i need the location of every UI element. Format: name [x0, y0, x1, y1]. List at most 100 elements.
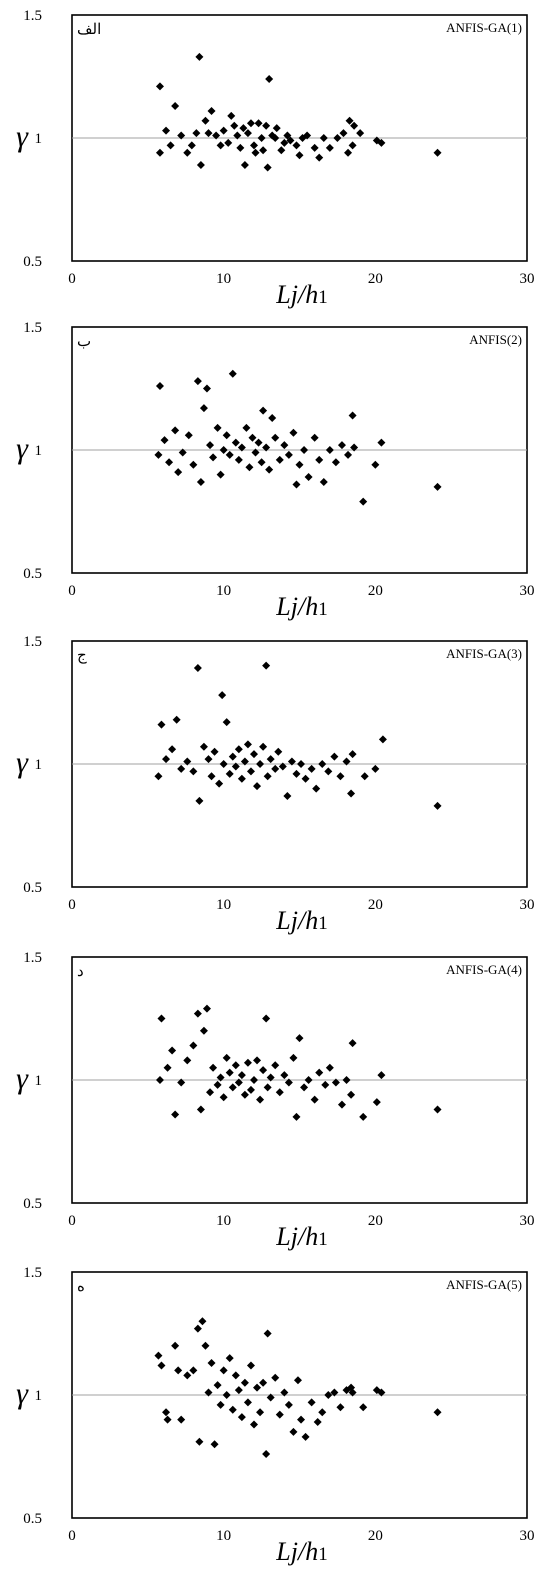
data-point [289, 1427, 298, 1436]
data-point [240, 161, 249, 170]
data-point [155, 148, 164, 157]
x-tick-label: 20 [368, 271, 383, 287]
data-point [284, 1400, 293, 1409]
data-point [219, 1093, 228, 1102]
data-point [154, 450, 163, 459]
data-point [297, 760, 306, 768]
data-point [321, 1080, 330, 1089]
data-point [319, 477, 328, 486]
y-axis-label: γ [16, 432, 29, 465]
data-point [207, 106, 216, 115]
data-point [259, 1066, 268, 1075]
data-point [310, 433, 319, 442]
data-point [171, 1341, 180, 1350]
data-point [315, 153, 324, 162]
data-point [265, 74, 274, 83]
data-point [377, 1071, 386, 1080]
data-point [236, 143, 245, 152]
data-point [280, 441, 289, 450]
data-point [171, 426, 180, 435]
data-point [233, 131, 242, 140]
data-point [292, 141, 301, 150]
x-axis-label-main: Lj/h [275, 280, 318, 309]
data-point [183, 148, 192, 157]
data-point [289, 1053, 298, 1062]
data-point [215, 779, 224, 788]
data-point [240, 757, 249, 766]
model-label: ANFIS-GA(4) [446, 962, 522, 977]
data-point [196, 477, 205, 486]
data-point [225, 1354, 234, 1363]
model-label: ANFIS(2) [469, 332, 522, 347]
data-point [433, 148, 442, 157]
panel-letter: ه [77, 1279, 85, 1295]
panel-letter: د [77, 964, 84, 980]
data-point [371, 764, 380, 773]
data-point [304, 473, 313, 482]
x-tick-label: 30 [520, 1213, 535, 1229]
data-point [157, 720, 166, 729]
data-point [304, 1076, 313, 1084]
y-tick-label: 1 [35, 1388, 43, 1404]
x-axis-label: Lj/h1 [275, 906, 327, 935]
x-axis-label-main: Lj/h [275, 1222, 318, 1251]
data-point [347, 789, 356, 798]
data-point [254, 119, 263, 128]
y-tick-label: 0.5 [23, 1196, 42, 1212]
data-point [202, 384, 211, 393]
data-point [278, 762, 287, 771]
data-point [287, 757, 296, 766]
data-point [196, 161, 205, 170]
data-point [292, 769, 301, 778]
data-point [237, 774, 246, 783]
data-point [271, 433, 280, 442]
data-point [251, 148, 260, 157]
y-tick-label: 0.5 [23, 1511, 42, 1527]
data-point [219, 126, 228, 135]
x-axis-label-sub: 1 [318, 1229, 328, 1250]
data-point [183, 1371, 192, 1380]
data-point [219, 1366, 228, 1375]
data-point [240, 1090, 249, 1099]
data-point [292, 480, 301, 489]
data-point [222, 431, 231, 440]
data-point [199, 742, 208, 751]
x-tick-label: 0 [68, 583, 76, 599]
data-point [345, 116, 354, 125]
data-point [319, 134, 328, 142]
data-point [268, 414, 277, 423]
data-point [225, 1068, 234, 1077]
data-point [225, 769, 234, 778]
data-point [177, 1415, 186, 1424]
data-point [225, 450, 234, 459]
data-point [230, 121, 239, 130]
data-point [228, 369, 237, 378]
data-point [237, 443, 246, 452]
y-tick-label: 1.5 [23, 8, 42, 24]
y-axis-label: γ [16, 1062, 29, 1095]
data-point [301, 1432, 310, 1441]
data-point [165, 458, 174, 467]
data-point [250, 750, 258, 759]
data-point [216, 1400, 225, 1409]
panel-letter: ج [77, 648, 87, 664]
data-point [189, 460, 198, 469]
data-point [195, 796, 204, 805]
data-point [163, 1063, 172, 1072]
y-tick-label: 1 [35, 757, 43, 773]
data-point [325, 446, 334, 454]
x-tick-label: 0 [68, 897, 76, 913]
x-tick-label: 10 [216, 1213, 231, 1229]
data-point [280, 138, 289, 147]
data-point [228, 1405, 237, 1414]
data-point [253, 1383, 262, 1392]
data-point [275, 1088, 284, 1097]
data-point [224, 138, 233, 147]
data-point [433, 482, 442, 491]
data-point [348, 1039, 357, 1048]
data-point [348, 411, 357, 420]
data-point [162, 126, 171, 135]
data-point [284, 1078, 293, 1087]
